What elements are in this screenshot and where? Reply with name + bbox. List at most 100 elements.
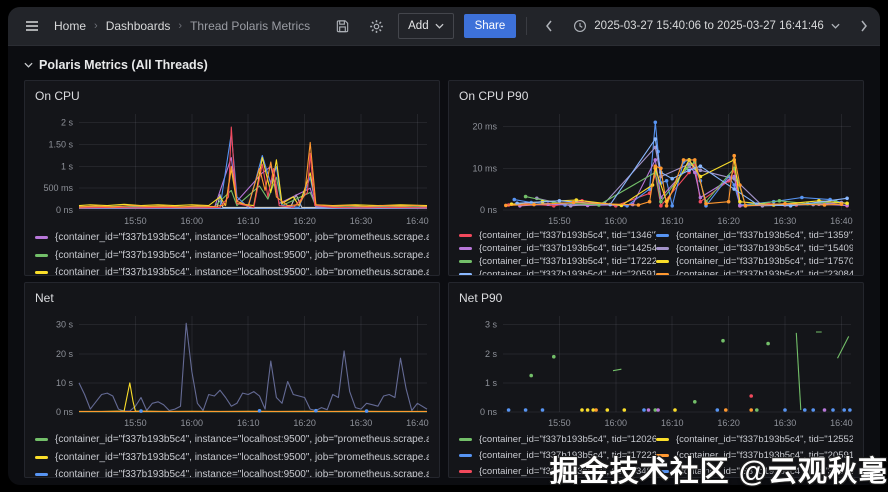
settings-gear-icon[interactable] <box>364 14 388 38</box>
legend-item[interactable]: {container_id="f337b193b5c4", tid="30092… <box>656 463 853 477</box>
svg-text:2 s: 2 s <box>485 349 498 359</box>
legend-series-label: {container_id="f337b193b5c4", tid="12026… <box>479 433 656 445</box>
legend-item[interactable]: {container_id="f337b193b5c4", instance="… <box>35 449 429 467</box>
panel-title: On CPU <box>35 89 80 103</box>
legend-item[interactable]: {container_id="f337b193b5c4", tid="1346"… <box>459 229 656 242</box>
timeseries-chart[interactable]: 0 ns 1 s 2 s 3 s 15:50 16:00 16:10 16:20 16:30 16… <box>459 308 855 430</box>
clock-icon <box>574 20 587 32</box>
panel-legend: {container_id="f337b193b5c4", tid="1346"… <box>459 229 853 275</box>
legend-item[interactable]: {container_id="f337b193b5c4", instance="… <box>35 247 429 265</box>
legend-item[interactable]: {container_id="f337b193b5c4", tid="20591… <box>459 268 656 275</box>
legend-item[interactable]: {container_id="f337b193b5c4", tid="12552… <box>656 431 853 447</box>
legend-item[interactable]: {container_id="f337b193b5c4", tid="15409… <box>656 242 853 255</box>
svg-text:16:30: 16:30 <box>350 216 373 226</box>
add-button[interactable]: Add <box>398 13 454 39</box>
panel-net[interactable]: Net 0 ns 10 s 20 s 30 s 15:50 16:00 16:10 16:20… <box>24 282 440 478</box>
legend-series-label: {container_id="f337b193b5c4", tid="23493… <box>479 465 656 477</box>
panel-on-cpu[interactable]: On CPU 0 ns 500 ms 1 s 1.50 s 2 s 15:50 16:00 1… <box>24 80 440 276</box>
top-toolbar: Home › Dashboards › Thread Polaris Metri… <box>8 7 880 46</box>
svg-text:0 ns: 0 ns <box>56 205 74 215</box>
legend-item[interactable]: {container_id="f337b193b5c4", instance="… <box>35 431 429 449</box>
panel-title: Net P90 <box>459 291 503 305</box>
timeseries-chart[interactable]: 0 ns 10 s 20 s 30 s 15:50 16:00 16:10 16:20 16:3… <box>35 308 431 430</box>
breadcrumb-separator: › <box>94 20 98 32</box>
legend-series-marker <box>656 453 669 457</box>
legend-series-marker <box>35 473 48 477</box>
panel-legend: {container_id="f337b193b5c4", instance="… <box>35 431 429 477</box>
legend-series-label: {container_id="f337b193b5c4", tid="14254… <box>479 243 656 254</box>
legend-series-marker <box>35 438 48 442</box>
legend-item[interactable]: {container_id="f337b193b5c4", instance="… <box>35 229 429 247</box>
svg-text:16:20: 16:20 <box>717 216 740 226</box>
svg-text:16:20: 16:20 <box>293 418 316 428</box>
share-button[interactable]: Share <box>463 14 517 38</box>
breadcrumb-home[interactable]: Home <box>54 19 87 33</box>
legend-series-marker <box>656 437 669 441</box>
legend-series-marker <box>35 271 48 275</box>
legend-item[interactable]: {container_id="f337b193b5c4", tid="23084… <box>656 268 853 275</box>
breadcrumb-current-dashboard: Thread Polaris Metrics <box>190 19 311 33</box>
svg-text:2 s: 2 s <box>61 118 74 128</box>
svg-text:0 ns: 0 ns <box>480 205 498 215</box>
svg-text:16:30: 16:30 <box>350 418 373 428</box>
toolbar-divider <box>526 17 528 35</box>
time-range-back-icon[interactable] <box>537 14 561 38</box>
svg-text:30 s: 30 s <box>56 320 74 330</box>
legend-series-marker <box>656 247 669 250</box>
panel-title: On CPU P90 <box>459 89 529 103</box>
menu-icon[interactable] <box>20 14 44 38</box>
time-range-forward-icon[interactable] <box>852 14 876 38</box>
timeseries-chart[interactable]: 0 ns 10 ms 20 ms 15:50 16:00 16:10 16:20 16:30 1… <box>459 106 855 228</box>
legend-item[interactable]: {container_id="f337b193b5c4", tid="17222… <box>459 447 656 463</box>
svg-text:15:50: 15:50 <box>124 418 147 428</box>
svg-text:10 ms: 10 ms <box>472 163 497 173</box>
time-range-picker[interactable]: 2025-03-27 15:40:06 to 2025-03-27 16:41:… <box>571 19 842 33</box>
legend-item[interactable]: {container_id="f337b193b5c4", tid="12026… <box>459 431 656 447</box>
svg-text:500 ms: 500 ms <box>43 183 73 193</box>
svg-text:16:40: 16:40 <box>406 216 429 226</box>
legend-item[interactable]: {container_id="f337b193b5c4", tid="23493… <box>459 463 656 477</box>
legend-series-label: {container_id="f337b193b5c4", tid="30092… <box>676 465 853 477</box>
legend-series-marker <box>656 469 669 473</box>
svg-text:20 ms: 20 ms <box>472 122 497 132</box>
legend-item[interactable]: {container_id="f337b193b5c4", tid="14254… <box>459 242 656 255</box>
caret-down-icon <box>831 23 840 29</box>
dashboard-content: Polaris Metrics (All Threads) On CPU 0 n… <box>8 46 880 478</box>
breadcrumb: Home › Dashboards › Thread Polaris Metri… <box>54 19 310 33</box>
row-header-polaris-metrics[interactable]: Polaris Metrics (All Threads) <box>24 54 864 76</box>
svg-text:1 s: 1 s <box>61 161 74 171</box>
svg-text:16:10: 16:10 <box>237 216 260 226</box>
legend-series-marker <box>459 469 472 473</box>
legend-item[interactable]: {container_id="f337b193b5c4", tid="17570… <box>656 255 853 268</box>
panel-legend: {container_id="f337b193b5c4", instance="… <box>35 229 429 275</box>
breadcrumb-dashboards[interactable]: Dashboards <box>105 19 171 33</box>
legend-series-label: {container_id="f337b193b5c4", tid="1359"… <box>676 230 853 241</box>
svg-text:16:40: 16:40 <box>830 418 853 428</box>
legend-series-marker <box>656 260 669 263</box>
legend-series-label: {container_id="f337b193b5c4", instance="… <box>55 451 429 463</box>
row-title: Polaris Metrics (All Threads) <box>39 58 208 72</box>
legend-item[interactable]: {container_id="f337b193b5c4", tid="1359"… <box>656 229 853 242</box>
svg-text:16:10: 16:10 <box>661 216 684 226</box>
svg-text:16:00: 16:00 <box>605 418 628 428</box>
svg-text:16:00: 16:00 <box>181 418 204 428</box>
save-icon[interactable] <box>330 14 354 38</box>
add-button-label: Add <box>408 20 429 32</box>
legend-series-label: {container_id="f337b193b5c4", instance="… <box>55 434 429 446</box>
legend-series-marker <box>35 455 48 459</box>
svg-text:10 s: 10 s <box>56 378 74 388</box>
panel-legend: {container_id="f337b193b5c4", tid="12026… <box>459 431 853 477</box>
legend-item[interactable]: {container_id="f337b193b5c4", tid="20591… <box>656 447 853 463</box>
legend-item[interactable]: {container_id="f337b193b5c4", instance="… <box>35 264 429 275</box>
legend-item[interactable]: {container_id="f337b193b5c4", instance="… <box>35 466 429 477</box>
timeseries-chart[interactable]: 0 ns 500 ms 1 s 1.50 s 2 s 15:50 16:00 16:10 16:… <box>35 106 431 228</box>
legend-series-marker <box>459 260 472 263</box>
legend-series-label: {container_id="f337b193b5c4", tid="20591… <box>676 449 853 461</box>
panel-on-cpu-p90[interactable]: On CPU P90 0 ns 10 ms 20 ms 15:50 16:00 16:10… <box>448 80 864 276</box>
panel-net-p90[interactable]: Net P90 0 ns 1 s 2 s 3 s 15:50 16:00 16:10 16:2… <box>448 282 864 478</box>
svg-text:0 ns: 0 ns <box>56 407 74 417</box>
svg-text:20 s: 20 s <box>56 349 74 359</box>
legend-item[interactable]: {container_id="f337b193b5c4", tid="17222… <box>459 255 656 268</box>
chevron-down-icon <box>24 62 33 68</box>
svg-text:1 s: 1 s <box>485 378 498 388</box>
